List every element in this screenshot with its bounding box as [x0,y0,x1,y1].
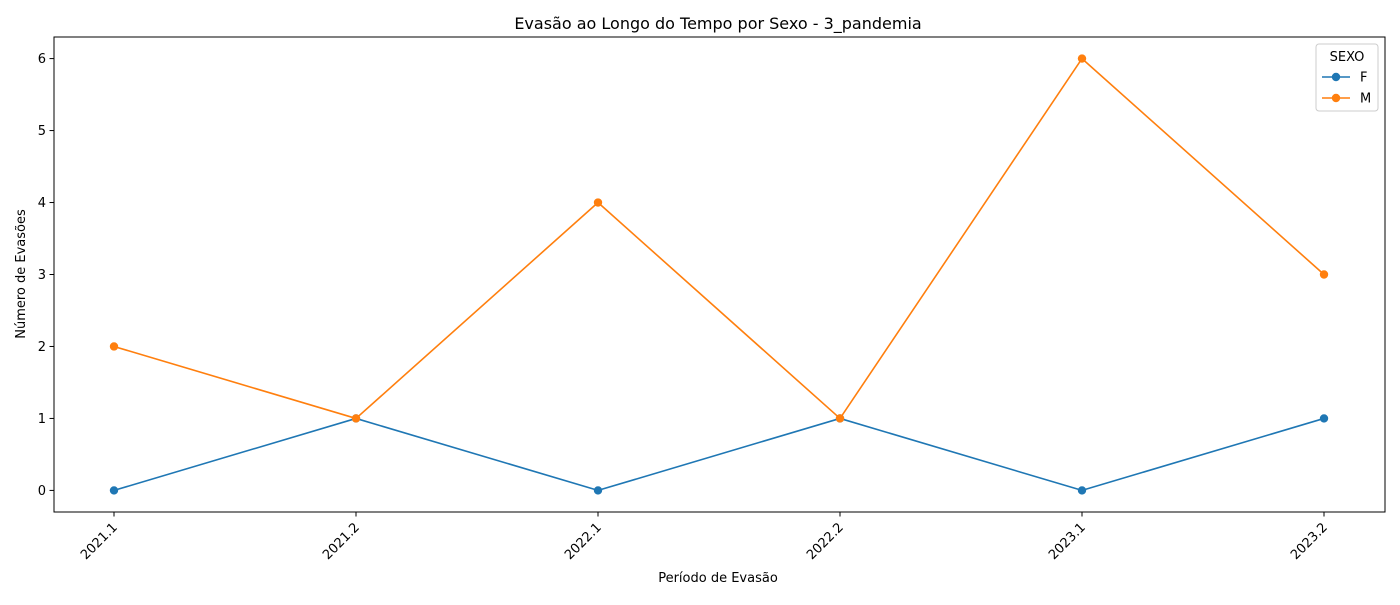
plot-frame [53,36,1386,513]
y-axis-ticks: 0 1 2 3 4 5 6 [38,52,54,499]
plot-area [109,54,1329,495]
data-point-M-1 [351,414,361,423]
x-axis-ticks: 2021.1 2021.2 2022.1 2022.2 2023.1 2023.2 [78,512,1331,563]
x-tick-label: 2022.1 [562,520,605,563]
legend-items: FM [1322,71,1371,107]
legend-label-F: F [1360,71,1367,86]
y-tick-label: 4 [38,196,46,211]
data-point-F-2 [593,486,603,495]
legend-title: SEXO [1330,50,1365,65]
data-point-M-3 [835,414,845,423]
x-axis-label: Período de Evasão [658,571,778,586]
y-tick-label: 2 [38,340,46,355]
series-line-M [113,57,1325,420]
chart-title: Evasão ao Longo do Tempo por Sexo - 3_pa… [514,14,921,34]
y-tick-label: 0 [38,484,46,499]
y-axis-label: Número de Evasões [14,209,29,339]
x-tick-label: 2021.2 [320,520,363,563]
y-tick-label: 5 [38,124,46,139]
legend: SEXO FM [1315,43,1379,112]
data-point-M-0 [109,342,119,351]
y-tick-label: 1 [38,412,46,427]
data-point-M-5 [1319,270,1329,279]
data-point-F-0 [109,486,119,495]
data-point-M-4 [1077,54,1087,63]
legend-marker-M [1331,93,1341,103]
x-tick-label: 2022.2 [804,520,847,563]
x-tick-label: 2023.1 [1046,520,1089,563]
legend-label-M: M [1360,92,1371,107]
x-tick-label: 2021.1 [78,520,121,563]
data-point-F-5 [1319,414,1329,423]
legend-marker-F [1331,72,1341,82]
x-tick-label: 2023.2 [1288,520,1331,563]
series-line-F [113,417,1325,492]
data-point-F-4 [1077,486,1087,495]
data-point-M-2 [593,198,603,207]
y-tick-label: 6 [38,52,46,67]
y-tick-label: 3 [38,268,46,283]
